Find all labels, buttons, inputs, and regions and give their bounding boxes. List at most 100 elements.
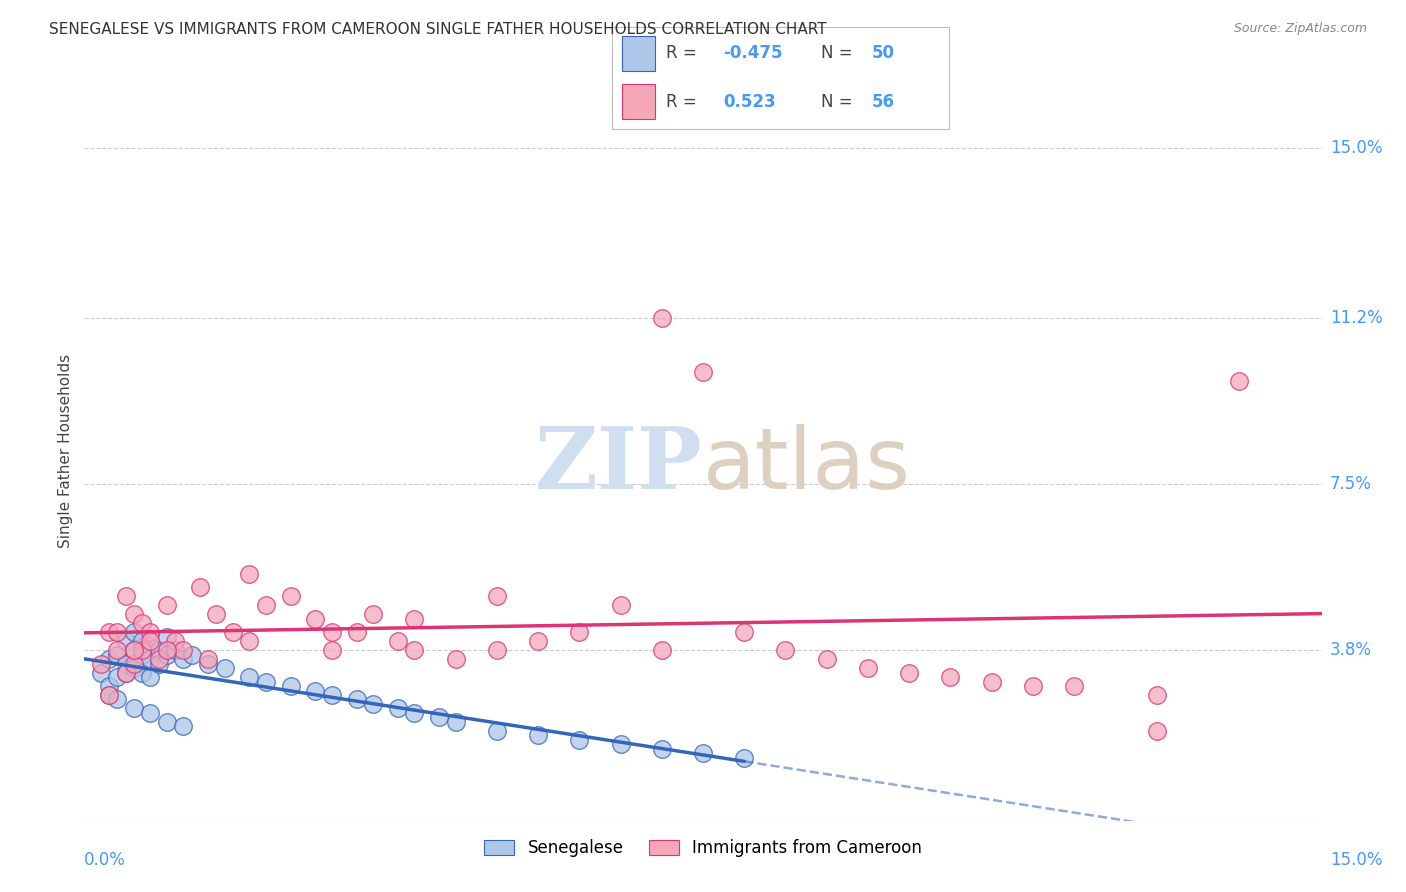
Point (90, 665, 112, 680)
Point (733, 751, 755, 765)
Point (98, 625, 121, 640)
Point (114, 665, 136, 680)
Point (98, 652, 121, 666)
Point (1227, 374, 1250, 388)
Y-axis label: Single Father Households: Single Father Households (58, 353, 73, 548)
Point (238, 634, 260, 648)
Text: N =: N = (821, 93, 858, 111)
Point (139, 625, 162, 640)
Point (692, 365, 714, 379)
Text: 0.523: 0.523 (723, 93, 776, 111)
Text: N =: N = (821, 45, 858, 62)
Point (114, 665, 136, 680)
Point (651, 742, 673, 756)
Point (361, 697, 384, 711)
Point (172, 652, 194, 666)
Point (444, 714, 467, 729)
Point (122, 625, 145, 640)
Text: R =: R = (665, 93, 707, 111)
Point (651, 643, 673, 657)
Point (131, 634, 153, 648)
Point (148, 652, 170, 666)
Point (527, 634, 550, 648)
Point (444, 652, 467, 666)
Point (148, 657, 170, 671)
Point (280, 589, 302, 603)
Point (485, 723, 508, 738)
Point (856, 661, 879, 675)
Point (254, 599, 277, 613)
Point (321, 643, 343, 657)
Point (254, 674, 277, 689)
FancyBboxPatch shape (621, 36, 655, 70)
Point (280, 679, 302, 693)
Text: Source: ZipAtlas.com: Source: ZipAtlas.com (1233, 22, 1367, 36)
Point (131, 648, 153, 662)
Text: -0.475: -0.475 (723, 45, 783, 62)
Point (980, 674, 1002, 689)
Point (651, 311, 673, 326)
Text: 7.5%: 7.5% (1330, 475, 1372, 493)
Point (361, 607, 384, 622)
Point (114, 657, 136, 671)
Point (321, 625, 343, 640)
Text: 0.0%: 0.0% (84, 851, 127, 869)
Point (131, 665, 153, 680)
Point (387, 701, 409, 715)
Point (222, 625, 245, 640)
Point (148, 643, 170, 657)
Point (105, 643, 128, 657)
FancyBboxPatch shape (621, 84, 655, 119)
Point (98, 688, 121, 702)
Point (485, 589, 508, 603)
Point (321, 688, 343, 702)
Point (105, 692, 128, 706)
Point (1022, 679, 1045, 693)
Point (214, 661, 236, 675)
Point (139, 670, 162, 684)
Point (238, 566, 260, 581)
Point (775, 643, 797, 657)
Point (197, 652, 219, 666)
Text: atlas: atlas (703, 424, 911, 507)
Point (105, 670, 128, 684)
Point (172, 719, 194, 733)
Text: 3.8%: 3.8% (1330, 641, 1372, 659)
Point (98, 688, 121, 702)
Point (609, 599, 631, 613)
Point (139, 652, 162, 666)
Point (139, 639, 162, 653)
Point (205, 607, 228, 622)
Point (180, 648, 202, 662)
Point (114, 634, 136, 648)
Point (238, 670, 260, 684)
Text: 15.0%: 15.0% (1330, 138, 1382, 157)
Point (105, 625, 128, 640)
Point (122, 607, 145, 622)
Point (122, 643, 145, 657)
Point (404, 706, 426, 720)
Point (485, 643, 508, 657)
Point (131, 643, 153, 657)
Text: 11.2%: 11.2% (1330, 310, 1382, 327)
Point (346, 692, 368, 706)
Text: 15.0%: 15.0% (1330, 851, 1382, 869)
Point (568, 732, 591, 747)
Point (404, 643, 426, 657)
Point (122, 643, 145, 657)
Point (609, 737, 631, 751)
Point (692, 747, 714, 761)
Point (427, 710, 450, 724)
Text: 56: 56 (872, 93, 894, 111)
Point (733, 625, 755, 640)
Point (1063, 679, 1085, 693)
Point (122, 661, 145, 675)
Point (172, 643, 194, 657)
Point (156, 643, 179, 657)
Point (156, 630, 179, 644)
Point (131, 616, 153, 631)
Point (387, 634, 409, 648)
Point (304, 612, 326, 626)
Point (939, 670, 962, 684)
Point (1146, 723, 1168, 738)
